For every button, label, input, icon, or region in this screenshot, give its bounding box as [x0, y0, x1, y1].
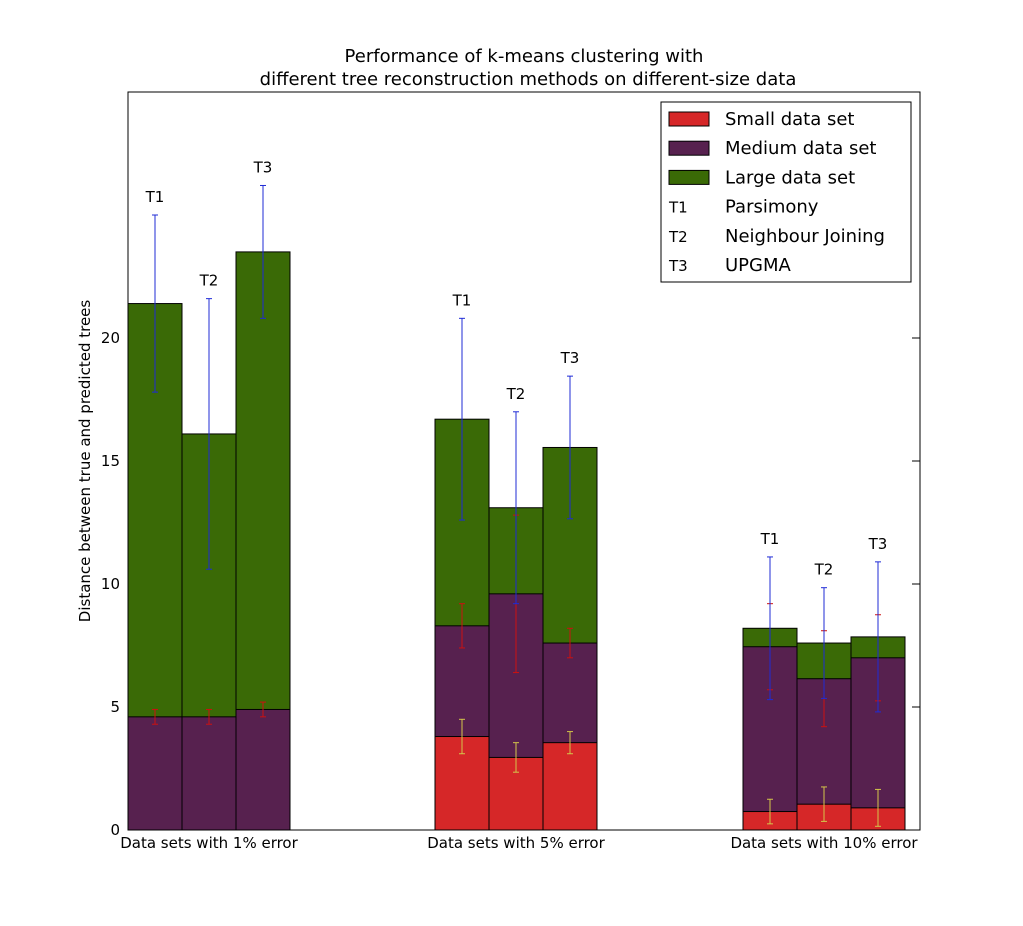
- method-label: T3: [560, 349, 580, 367]
- y-tick-label: 20: [101, 329, 120, 347]
- bar-medium-data-set: [235, 708, 291, 831]
- method-label: T2: [199, 272, 219, 290]
- method-label: T2: [506, 385, 526, 403]
- x-category-label: Data sets with 1% error: [120, 834, 298, 852]
- y-tick-label: 5: [110, 698, 120, 716]
- legend-label: UPGMA: [725, 255, 792, 276]
- legend-label: Neighbour Joining: [725, 226, 885, 247]
- plot-area: 0 5 10 15 20 T1 T2 T3 T1 T2 T3 T1 T2 T3 Data sets with…: [101, 158, 920, 852]
- chart-subtitle: different tree reconstruction methods on…: [260, 69, 797, 90]
- legend-swatch: [668, 169, 710, 185]
- legend-method-code: T3: [668, 257, 688, 275]
- bar-small-data-set: [542, 742, 598, 831]
- method-label: T1: [760, 530, 780, 548]
- legend-swatch: [668, 111, 710, 127]
- legend-label: Small data set: [725, 109, 855, 130]
- legend-label: Large data set: [725, 167, 855, 188]
- method-label: T3: [253, 158, 273, 176]
- legend-box: [660, 101, 912, 283]
- y-axis-label: Distance between true and predicted tree…: [76, 300, 94, 623]
- x-category-label: Data sets with 5% error: [427, 834, 605, 852]
- legend-method-code: T1: [668, 199, 688, 217]
- y-tick-label: 10: [101, 575, 120, 593]
- method-label: T2: [814, 561, 834, 579]
- chart-title: Performance of k-means clustering with: [345, 46, 704, 67]
- legend: Small data set Medium data set Large data …: [660, 101, 912, 283]
- y-tick-label: 0: [110, 821, 120, 839]
- method-label: T3: [868, 535, 888, 553]
- bar-medium-data-set: [127, 716, 183, 831]
- bar-medium-data-set: [181, 716, 237, 831]
- y-tick-label: 15: [101, 452, 120, 470]
- legend-swatch: [668, 140, 710, 156]
- method-label: T1: [452, 291, 472, 309]
- legend-method-code: T2: [668, 228, 688, 246]
- legend-label: Medium data set: [725, 138, 876, 159]
- legend-label: Parsimony: [725, 197, 819, 218]
- method-label: T1: [145, 188, 165, 206]
- plot-frame: [127, 91, 921, 831]
- x-category-label: Data sets with 10% error: [730, 834, 918, 852]
